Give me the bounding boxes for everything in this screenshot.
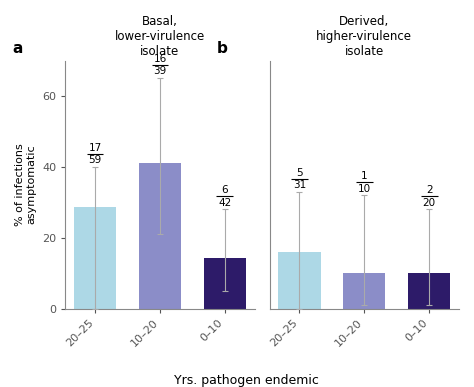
Bar (408, 273, 450, 309)
Text: 59: 59 (88, 155, 101, 165)
Text: 39: 39 (153, 67, 166, 77)
Bar (278, 252, 320, 309)
Text: 20: 20 (423, 198, 436, 208)
Text: 42: 42 (218, 198, 231, 208)
Text: 17: 17 (88, 143, 101, 153)
Text: 6: 6 (221, 185, 228, 195)
Title: Derived,
higher-virulence
isolate: Derived, higher-virulence isolate (316, 15, 412, 58)
Bar (139, 163, 181, 309)
Text: a: a (12, 41, 23, 56)
Text: 10: 10 (358, 183, 371, 194)
Y-axis label: % of infections
asymptomatic: % of infections asymptomatic (15, 143, 36, 226)
Text: 31: 31 (293, 180, 306, 190)
Bar (343, 273, 385, 309)
Text: b: b (217, 41, 228, 56)
Bar (74, 207, 116, 309)
Bar (204, 258, 246, 309)
Text: Yrs. pathogen endemic: Yrs. pathogen endemic (174, 374, 319, 387)
Title: Basal,
lower-virulence
isolate: Basal, lower-virulence isolate (115, 15, 205, 58)
Text: 1: 1 (361, 171, 368, 181)
Text: 5: 5 (296, 168, 303, 178)
Text: 16: 16 (153, 54, 166, 64)
Text: 2: 2 (426, 185, 433, 195)
